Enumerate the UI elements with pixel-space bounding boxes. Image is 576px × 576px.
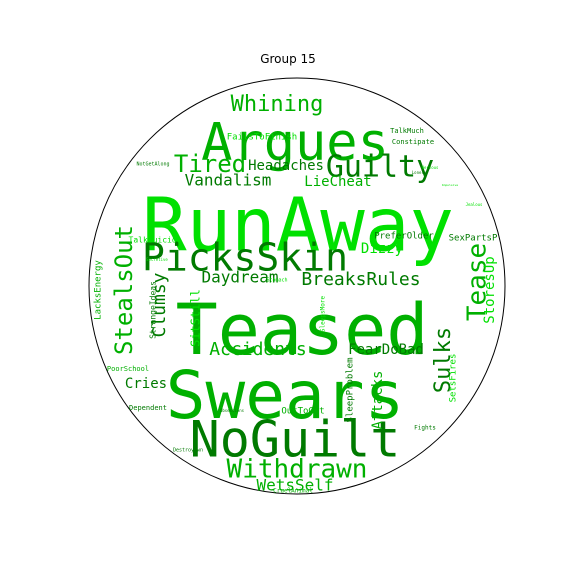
word-failstofinish: FailsToFinish <box>227 133 297 143</box>
word-lacksenergy: LacksEnergy <box>94 260 104 320</box>
word-secretive: Secretive <box>146 257 168 262</box>
word-stealsout: StealsOut <box>110 225 138 355</box>
word-cruelanimal: CruelAnimal <box>273 488 313 495</box>
word-impulsive: Impulsive <box>442 183 458 187</box>
word-vandalism: Vandalism <box>185 171 272 190</box>
word-talkmuch: TalkMuch <box>390 127 424 135</box>
word-daydream: Daydream <box>201 268 278 287</box>
word-poorschool: PoorSchool <box>107 365 149 373</box>
word-tired: Tired <box>174 150 246 178</box>
word-talksuicide: TalkSuicide <box>129 236 182 245</box>
word-dizzy: Dizzy <box>361 241 403 257</box>
word-nervous: Nervous <box>422 165 439 170</box>
word-feardobad: FearDoBad <box>348 342 424 358</box>
word-outtoget: OutToGet <box>281 407 324 417</box>
word-noguilt: NoGuilt <box>190 411 401 469</box>
word-sleepproblem: SleepProblem <box>346 357 356 422</box>
word-preferolder: PreferOlder <box>374 232 434 242</box>
word-strangeideas: StrangeIdeas <box>149 281 158 339</box>
word-lonely: Lonely <box>412 170 427 175</box>
word-whining: Whining <box>231 92 324 117</box>
word-obsessions: Obsessions <box>220 408 245 413</box>
cloud-boundary-circle <box>88 77 506 495</box>
word-liecheat: LieCheat <box>304 174 371 190</box>
word-accidents: Accidents <box>209 339 307 360</box>
word-headaches: Headaches <box>248 158 324 174</box>
word-sleepsmore: SleepsMore <box>320 296 327 333</box>
word-sitstill: SitStill <box>189 289 203 347</box>
word-picksskin: PicksSkin <box>142 236 348 280</box>
word-constipate: Constipate <box>392 138 434 146</box>
word-argues: Argues <box>201 113 389 173</box>
word-attacks: Attacks <box>370 370 386 429</box>
word-cries: Cries <box>125 376 167 392</box>
word-withdrawn: Withdrawn <box>227 455 368 485</box>
word-destroyown: Destroyown <box>173 448 203 454</box>
word-runaway: RunAway <box>142 183 454 269</box>
word-tease: Tease <box>463 243 493 321</box>
word-clumsy: Clumsy <box>149 272 170 337</box>
word-dependent: Dependent <box>129 404 167 412</box>
word-sulks: Sulks <box>431 327 456 393</box>
word-breaksrules: BreaksRules <box>301 269 420 290</box>
word-wetsself: WetsSelf <box>256 476 333 495</box>
word-storesup: StoresUp <box>482 256 498 323</box>
word-jealous: Jealous <box>466 202 483 207</box>
word-fights: Fights <box>414 425 436 432</box>
word-swears: Swears <box>166 357 404 434</box>
chart-title: Group 15 <box>260 52 316 66</box>
word-teased: Teased <box>176 289 429 371</box>
word-notgetalong: NotGetAlong <box>136 162 169 168</box>
word-sexpartsp: SexPartsP <box>449 234 498 244</box>
word-setsfires: SetsFires <box>449 354 459 403</box>
word-stomach: Stomach <box>266 278 287 284</box>
word-guilty: Guilty <box>326 150 434 185</box>
